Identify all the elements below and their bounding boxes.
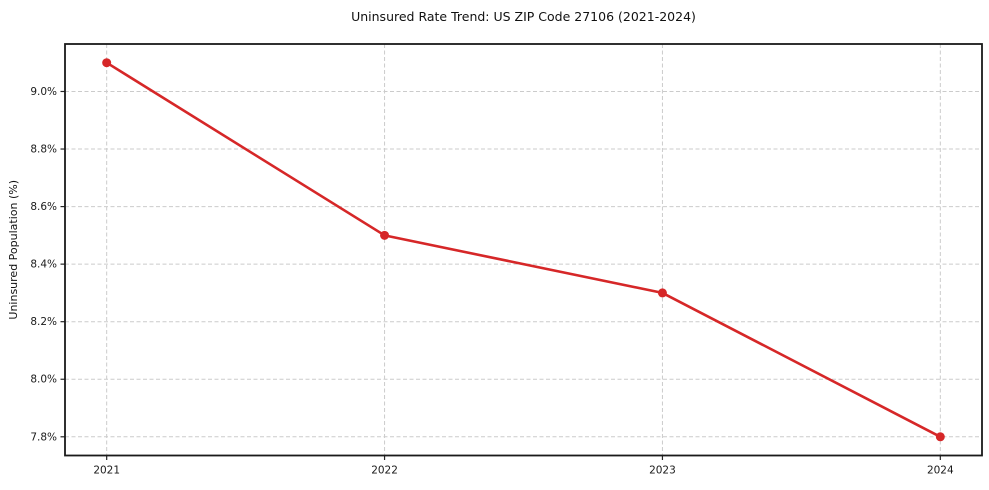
y-tick-label: 8.0% [30, 374, 57, 386]
y-tick-label: 8.4% [30, 259, 57, 271]
x-tick-label: 2023 [649, 465, 676, 477]
plot-border [64, 43, 983, 457]
chart-title: Uninsured Rate Trend: US ZIP Code 27106 … [351, 9, 696, 24]
y-tick-label: 7.8% [30, 431, 57, 443]
y-tick-label: 8.2% [30, 316, 57, 328]
data-point-2021 [102, 58, 112, 68]
y-tick-label: 9.0% [30, 86, 57, 98]
trend-line [105, 61, 942, 439]
x-tick-label: 2024 [927, 465, 954, 477]
data-point-2022 [380, 230, 390, 240]
x-tick-label: 2022 [371, 465, 398, 477]
data-point-2023 [657, 288, 667, 298]
y-tick-label: 8.8% [30, 144, 57, 156]
x-tick-label: 2021 [93, 465, 120, 477]
data-point-2024 [935, 432, 945, 442]
y-tick-label: 8.6% [30, 201, 57, 213]
